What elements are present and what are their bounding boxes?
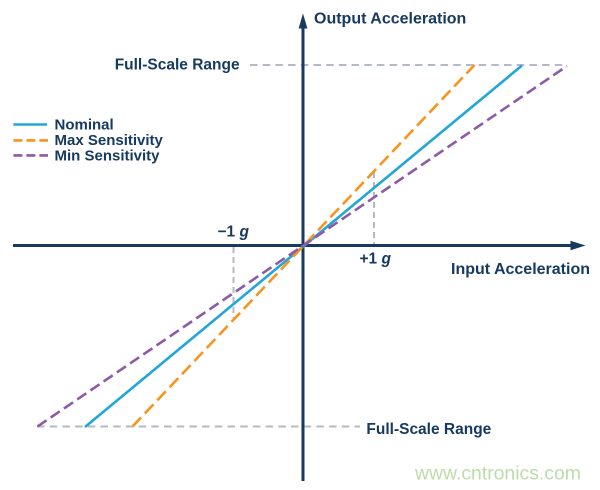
svg-text:Min Sensitivity: Min Sensitivity bbox=[55, 147, 161, 164]
svg-text:Nominal: Nominal bbox=[55, 117, 114, 134]
svg-text:Input Acceleration: Input Acceleration bbox=[451, 261, 590, 278]
svg-text:+1 g: +1 g bbox=[360, 251, 392, 268]
svg-text:Output Acceleration: Output Acceleration bbox=[314, 11, 466, 28]
svg-text:Full-Scale Range: Full-Scale Range bbox=[115, 57, 240, 74]
svg-text:−1 g: −1 g bbox=[218, 224, 250, 241]
svg-text:www.cntronics.com: www.cntronics.com bbox=[414, 463, 581, 485]
svg-text:Full-Scale Range: Full-Scale Range bbox=[366, 421, 491, 438]
svg-text:Max Sensitivity: Max Sensitivity bbox=[55, 132, 164, 149]
